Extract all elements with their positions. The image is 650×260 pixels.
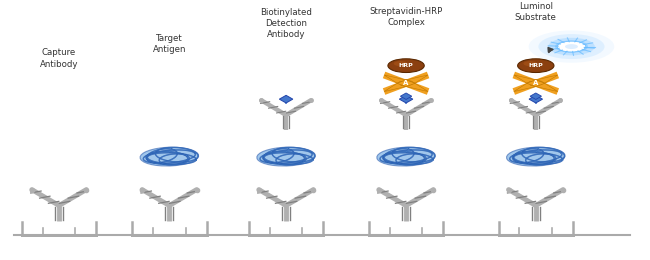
Polygon shape (529, 95, 543, 103)
Circle shape (528, 30, 614, 63)
Text: A: A (404, 80, 409, 86)
Ellipse shape (377, 147, 436, 166)
Circle shape (565, 44, 578, 49)
Text: Biotinylated
Detection
Antibody: Biotinylated Detection Antibody (260, 8, 312, 39)
Polygon shape (399, 95, 413, 103)
Circle shape (548, 38, 595, 55)
Circle shape (517, 59, 554, 73)
Text: HRP: HRP (398, 63, 413, 68)
Polygon shape (384, 81, 411, 92)
Text: A: A (533, 80, 538, 86)
Ellipse shape (506, 147, 565, 166)
Polygon shape (400, 93, 412, 99)
Text: Target
Antigen: Target Antigen (153, 34, 186, 54)
Polygon shape (530, 75, 558, 85)
Polygon shape (530, 93, 541, 99)
Text: Luminol
Substrate: Luminol Substrate (515, 2, 557, 22)
Polygon shape (397, 80, 415, 87)
Circle shape (538, 34, 604, 59)
Ellipse shape (257, 147, 315, 166)
Text: Streptavidin-HRP
Complex: Streptavidin-HRP Complex (369, 7, 443, 27)
Circle shape (555, 40, 588, 53)
Text: HRP: HRP (528, 63, 543, 68)
Polygon shape (514, 81, 541, 92)
Text: Capture
Antibody: Capture Antibody (40, 48, 78, 69)
Polygon shape (280, 95, 293, 103)
Polygon shape (400, 75, 428, 85)
Circle shape (388, 59, 424, 73)
Circle shape (523, 61, 538, 66)
Polygon shape (400, 81, 428, 92)
Polygon shape (384, 75, 411, 85)
Circle shape (557, 41, 586, 52)
Polygon shape (514, 75, 541, 85)
Polygon shape (526, 80, 545, 87)
Circle shape (394, 61, 408, 66)
Ellipse shape (140, 147, 199, 166)
Polygon shape (530, 81, 558, 92)
